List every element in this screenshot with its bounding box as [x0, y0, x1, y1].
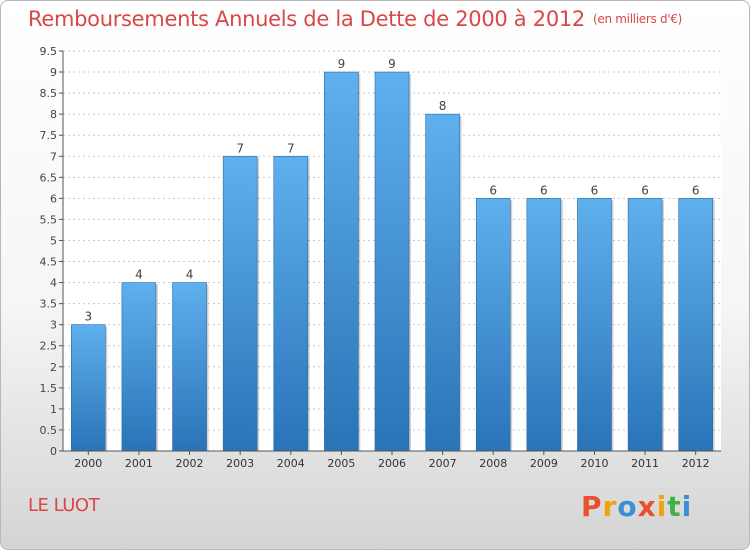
x-tick-label: 2003: [226, 457, 254, 470]
x-tick-label: 2004: [277, 457, 305, 470]
bar: [526, 198, 562, 452]
y-tick-label: 5.5: [40, 213, 58, 226]
proxiti-logo: Proxiti: [581, 490, 692, 523]
data-label: 7: [287, 141, 295, 155]
logo-letter: P: [581, 490, 603, 523]
x-tick-label: 2006: [378, 457, 406, 470]
y-tick-label: 8: [50, 108, 57, 121]
data-label: 4: [186, 268, 194, 282]
y-tick-label: 6: [50, 192, 57, 205]
logo-letter: o: [617, 490, 638, 523]
bar: [121, 282, 157, 452]
data-label: 6: [692, 183, 700, 197]
y-tick-label: 7: [50, 150, 57, 163]
x-tick-label: 2011: [631, 457, 659, 470]
y-tick-label: 2.5: [40, 340, 58, 353]
data-label: 9: [338, 57, 346, 71]
logo-letter: r: [602, 490, 618, 523]
x-tick-label: 2010: [580, 457, 608, 470]
y-tick-label: 9: [50, 66, 57, 79]
y-tick-label: 2: [50, 361, 57, 374]
bar: [71, 324, 106, 452]
y-tick-label: 3.5: [40, 298, 58, 311]
bar: [577, 198, 612, 452]
x-tick-label: 2005: [327, 457, 355, 470]
y-tick-label: 7.5: [40, 129, 58, 142]
y-tick-label: 6.5: [40, 171, 58, 184]
x-tick-label: 2002: [176, 457, 204, 470]
chart-title-text: Remboursements Annuels de la Dette de 20…: [28, 7, 585, 31]
y-tick-label: 1: [50, 403, 57, 416]
data-label: 6: [641, 183, 649, 197]
chart-unit: (en milliers d'€): [593, 12, 683, 26]
bar: [627, 198, 663, 452]
bar: [222, 155, 258, 452]
commune-name: LE LUOT: [28, 495, 100, 516]
y-tick-label: 0.5: [40, 424, 58, 437]
x-tick-label: 2001: [125, 457, 153, 470]
logo-letter: t: [667, 490, 682, 523]
data-label: 3: [84, 310, 92, 324]
x-tick-label: 2012: [682, 457, 710, 470]
x-tick-label: 2000: [74, 457, 102, 470]
y-tick-label: 1.5: [40, 382, 58, 395]
data-label: 8: [439, 99, 447, 113]
bar: [324, 71, 359, 452]
x-tick-label: 2009: [530, 457, 558, 470]
data-label: 4: [135, 268, 143, 282]
data-label: 6: [540, 183, 548, 197]
x-tick-label: 2008: [479, 457, 507, 470]
y-tick-label: 8.5: [40, 87, 58, 100]
y-tick-label: 9.5: [40, 45, 58, 58]
logo-letter: x: [637, 490, 657, 523]
bar: [374, 71, 410, 452]
x-tick-label: 2007: [429, 457, 457, 470]
y-tick-label: 5: [50, 234, 57, 247]
y-tick-label: 0: [50, 445, 57, 458]
data-label: 6: [489, 183, 497, 197]
bar: [273, 155, 309, 452]
chart-title: Remboursements Annuels de la Dette de 20…: [28, 7, 682, 31]
bar: [172, 282, 207, 452]
y-tick-label: 4: [50, 277, 57, 290]
data-label: 7: [236, 141, 244, 155]
logo-letter: i: [681, 490, 693, 523]
bar: [475, 198, 511, 452]
bar: [678, 198, 713, 452]
data-label: 9: [388, 57, 396, 71]
bar: [425, 113, 460, 452]
data-label: 6: [591, 183, 599, 197]
y-tick-label: 4.5: [40, 256, 58, 269]
y-tick-label: 3: [50, 319, 57, 332]
logo-letter: i: [656, 490, 668, 523]
